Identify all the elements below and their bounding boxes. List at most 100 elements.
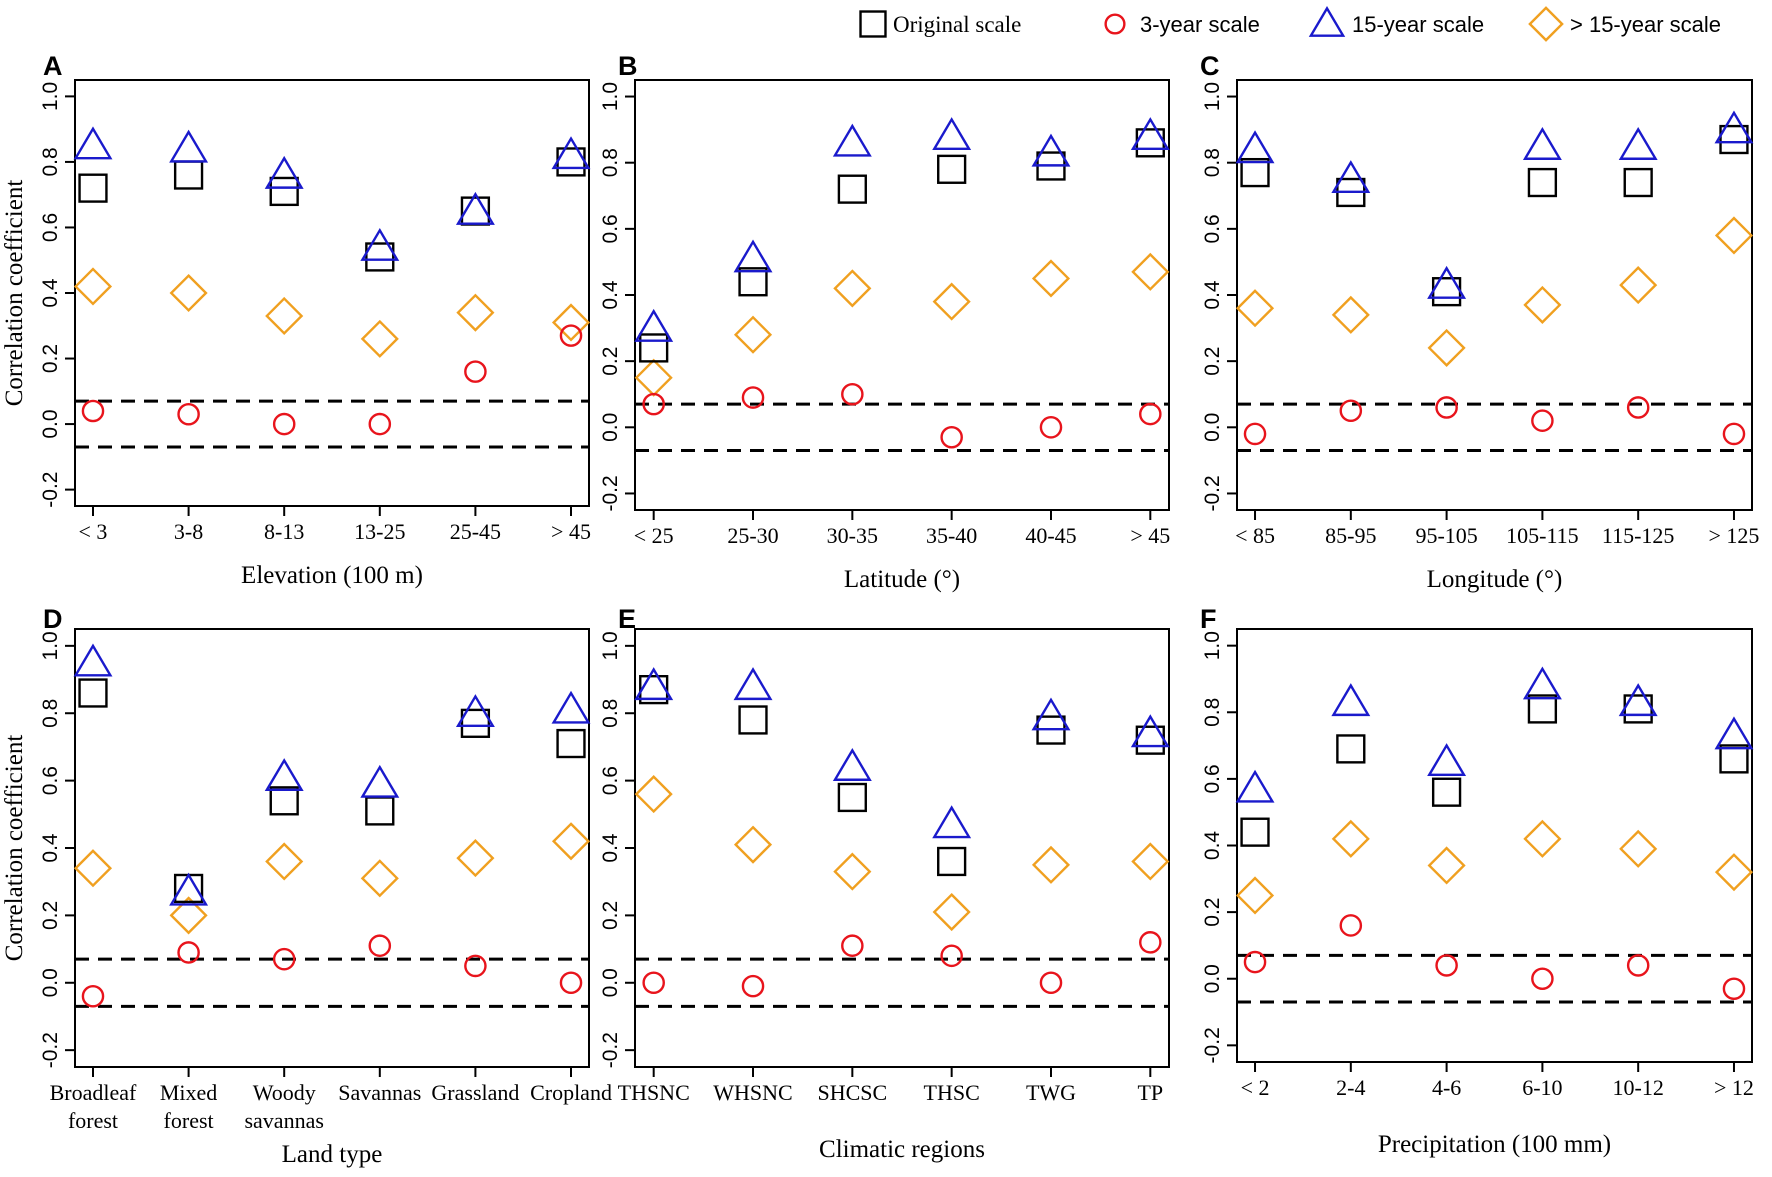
x-tick-label: 4-6	[1432, 1075, 1461, 1100]
point-y15	[634, 308, 674, 342]
legend-label-y3: 3-year scale	[1140, 12, 1260, 37]
point-y15	[169, 872, 209, 906]
point-y3	[1039, 416, 1063, 439]
point-y15	[264, 155, 304, 189]
x-tick-label: SHCSC	[817, 1080, 887, 1105]
point-original	[173, 160, 204, 190]
y-tick-label: -0.2	[39, 472, 62, 508]
y-tick-label: -0.2	[599, 475, 622, 511]
panel-letter: D	[43, 604, 63, 634]
point-y15	[1522, 126, 1562, 160]
x-tick-label: > 45	[1130, 523, 1170, 548]
point-y15	[1031, 133, 1071, 167]
panel-letter: B	[618, 51, 638, 81]
point-gt15	[1331, 819, 1370, 858]
x-tick-label: 95-105	[1415, 523, 1477, 548]
point-y15	[1331, 160, 1371, 194]
y-tick-label: 0.2	[599, 347, 622, 376]
point-y15	[932, 805, 972, 839]
point-original	[1719, 744, 1749, 774]
point-original	[738, 705, 768, 735]
point-y15	[1031, 697, 1071, 731]
point-gt15	[1427, 328, 1466, 367]
x-tick-label: 10-12	[1613, 1075, 1664, 1100]
panel-letter: F	[1200, 604, 1217, 634]
x-tick-label: 40-45	[1025, 523, 1076, 548]
point-y3	[272, 412, 296, 436]
point-y3	[368, 412, 392, 436]
point-y15	[733, 239, 773, 273]
point-y3	[1139, 402, 1162, 426]
point-gt15	[265, 296, 304, 335]
x-tick-label: savannas	[244, 1108, 323, 1133]
point-gt15	[1031, 259, 1071, 298]
x-tick-label: > 12	[1714, 1075, 1754, 1100]
point-y15	[634, 667, 674, 701]
point-original	[1240, 817, 1270, 847]
point-y3	[940, 944, 963, 968]
legend-label-original: Original scale	[893, 12, 1021, 37]
y-tick-label: 0.6	[599, 766, 622, 795]
y-tick-label: -0.2	[1201, 475, 1224, 511]
point-original	[1527, 694, 1558, 724]
y-tick-label: 0.8	[599, 148, 622, 177]
point-gt15	[932, 892, 971, 932]
x-tick-label: 105-115	[1506, 523, 1579, 548]
y-tick-label: 1.0	[599, 631, 622, 660]
point-gt15	[1714, 853, 1754, 892]
y-tick-label: 0.6	[39, 213, 62, 242]
x-tick-label: 25-45	[450, 519, 501, 544]
plot-frame	[634, 628, 1170, 1068]
y-axis-title: Correlation coefficient	[1, 735, 28, 962]
y-tick-label: 0.8	[39, 147, 62, 176]
panel-E: E -0.2 0.0 0.2 0.4 0.6 0.8 1.0 THSNC WHSNC SHCSC TH…	[599, 604, 1170, 1163]
x-tick-label: Mixed	[160, 1080, 217, 1105]
point-y15	[1130, 714, 1170, 748]
point-y3	[177, 941, 200, 964]
point-y15	[1618, 126, 1658, 160]
point-y3	[642, 971, 665, 995]
point-y3	[81, 984, 105, 1008]
point-y3	[1243, 422, 1267, 446]
x-tick-label: Woody	[253, 1080, 316, 1105]
x-axis-title: Longitude (°)	[1427, 566, 1563, 593]
point-y15	[1427, 265, 1467, 299]
legend: Original scale 3-year scale 15-year scale >…	[859, 6, 1721, 42]
plot-frame	[74, 79, 590, 507]
y-tick-label: -0.2	[39, 1032, 62, 1068]
point-gt15	[833, 269, 872, 308]
y-tick-label: 1.0	[39, 631, 62, 660]
point-gt15	[1131, 842, 1170, 881]
point-y15	[733, 667, 773, 701]
point-gt15	[634, 358, 673, 397]
x-tick-label: 25-30	[727, 523, 778, 548]
point-y15	[1427, 743, 1467, 777]
y-tick-label: 0.0	[1201, 413, 1224, 442]
point-gt15	[265, 842, 304, 881]
point-gt15	[1714, 216, 1754, 255]
point-y15	[551, 136, 591, 170]
point-y3	[642, 392, 665, 416]
x-tick-label: 13-25	[354, 519, 405, 544]
panel-D: D -0.2 0.0 0.2 0.4 0.6 0.8 1.0 Broadleaf forest Mi…	[1, 604, 612, 1168]
y-tick-label: 0.2	[599, 901, 622, 930]
point-original	[639, 675, 669, 705]
point-gt15	[73, 267, 113, 306]
point-y3	[464, 360, 487, 383]
point-gt15	[733, 315, 773, 354]
legend-marker-y15	[1308, 6, 1346, 37]
point-y15	[1235, 769, 1275, 803]
point-y15	[832, 123, 872, 157]
point-original	[365, 242, 395, 272]
point-y15	[264, 758, 304, 792]
x-tick-label: < 85	[1235, 523, 1275, 548]
x-tick-label: 2-4	[1336, 1075, 1365, 1100]
legend-marker-original	[859, 10, 887, 38]
point-gt15	[73, 849, 113, 888]
legend-marker-y3	[1104, 13, 1126, 35]
y-tick-label: 0.0	[1201, 964, 1224, 993]
point-y3	[841, 934, 864, 957]
x-tick-label: > 45	[551, 519, 591, 544]
plot-frame	[1236, 628, 1753, 1063]
plot-frame	[74, 628, 590, 1068]
